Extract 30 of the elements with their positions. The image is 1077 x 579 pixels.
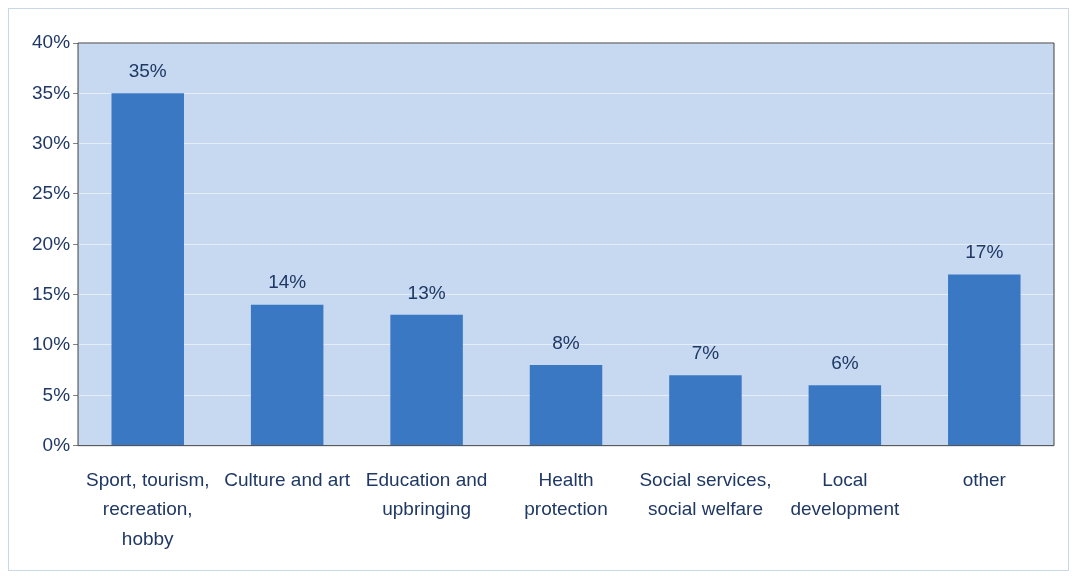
y-tick-label: 30% bbox=[32, 131, 71, 153]
x-tick-label: Sport, tourism, recreation, hobby bbox=[85, 468, 210, 549]
x-tick-label: Health protection bbox=[524, 468, 608, 520]
y-tick-label: 15% bbox=[32, 282, 71, 304]
x-tick-label: Culture and art bbox=[224, 468, 351, 490]
bar bbox=[669, 375, 742, 446]
bar bbox=[250, 304, 324, 446]
data-label: 6% bbox=[831, 351, 859, 373]
y-tick-label: 20% bbox=[32, 232, 71, 254]
x-tick-label: Local development bbox=[790, 468, 900, 520]
y-tick-label: 25% bbox=[32, 182, 71, 204]
x-tick-label: Education and upbringing bbox=[365, 468, 488, 520]
y-tick-label: 40% bbox=[32, 31, 71, 53]
y-tick-label: 0% bbox=[42, 433, 71, 455]
data-label: 14% bbox=[268, 271, 307, 293]
data-label: 7% bbox=[691, 341, 720, 363]
data-label: 17% bbox=[965, 241, 1004, 263]
x-tick-label: Social services, social welfare bbox=[639, 468, 772, 520]
bar bbox=[948, 274, 1021, 446]
bar bbox=[390, 314, 463, 446]
data-label: 8% bbox=[552, 331, 580, 353]
y-tick-label: 10% bbox=[32, 333, 71, 355]
bar bbox=[529, 365, 603, 446]
y-tick-label: 5% bbox=[42, 383, 71, 405]
x-tick-label: other bbox=[962, 468, 1007, 490]
y-tick-label: 35% bbox=[32, 81, 71, 103]
data-label: 35% bbox=[128, 60, 167, 82]
data-label: 13% bbox=[407, 281, 446, 303]
bar bbox=[111, 93, 184, 446]
bar bbox=[808, 385, 882, 446]
